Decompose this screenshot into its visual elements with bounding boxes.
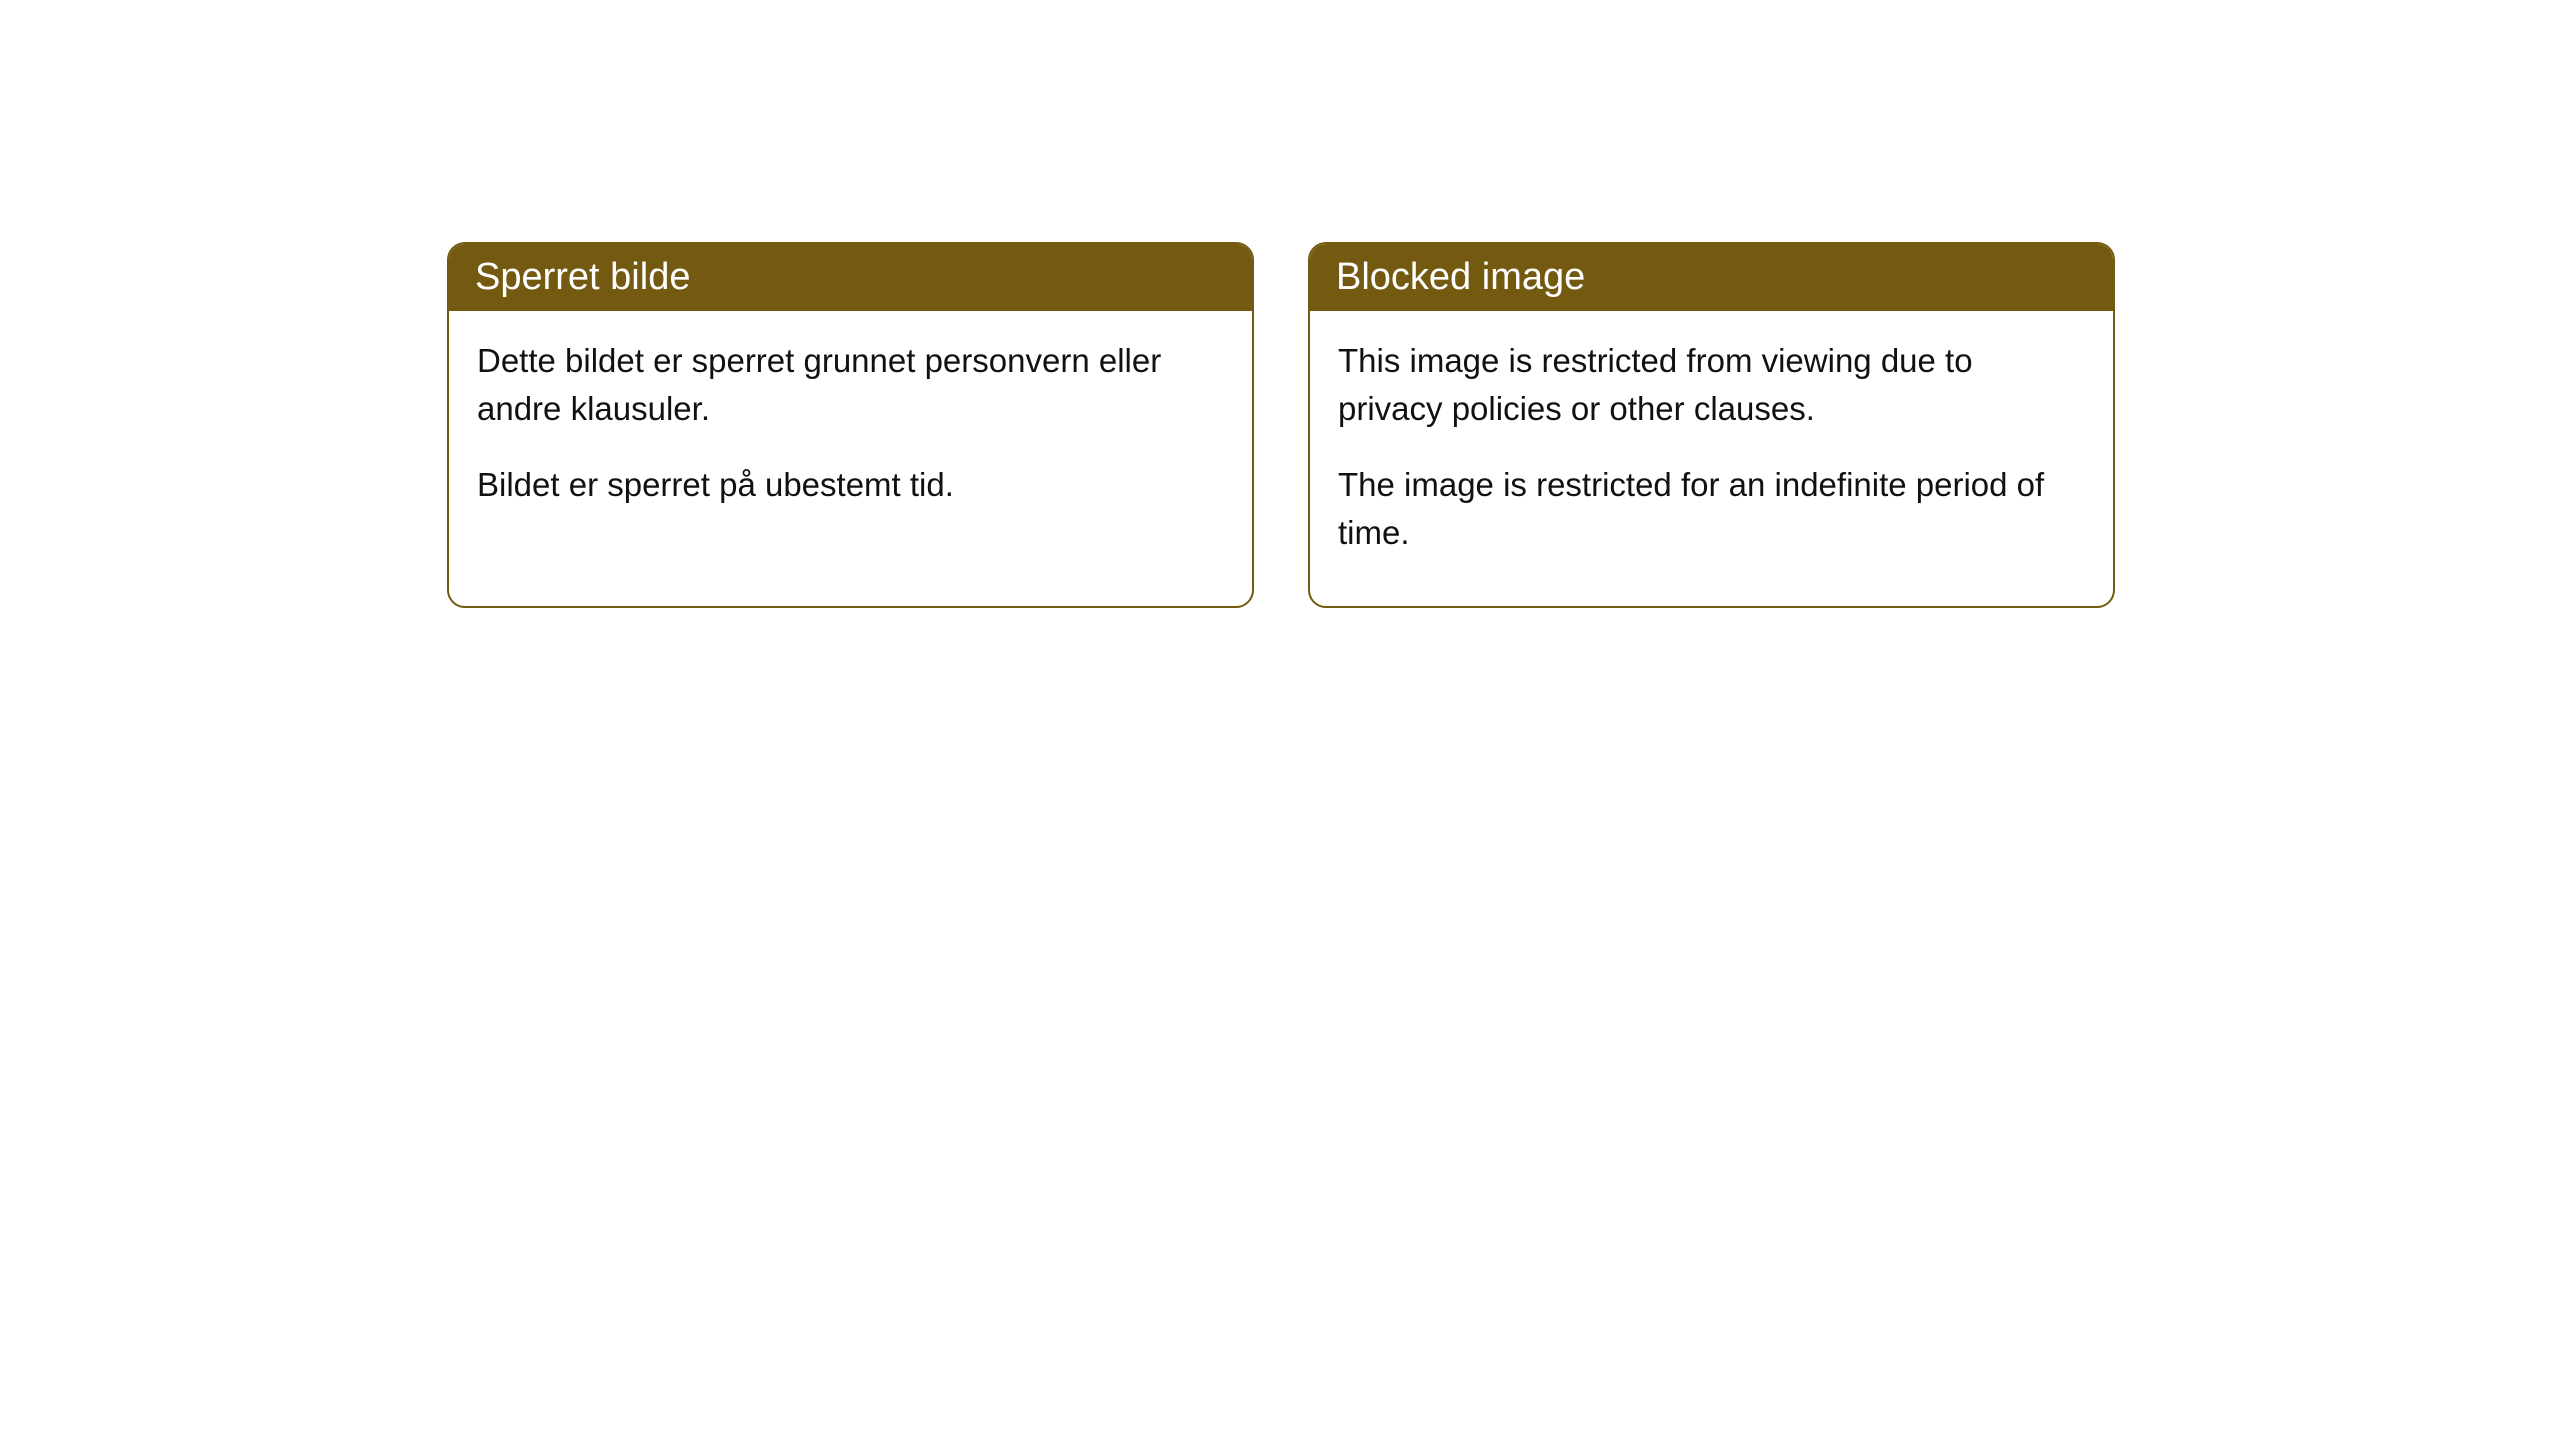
- card-title: Blocked image: [1336, 256, 1585, 298]
- card-header: Blocked image: [1310, 244, 2113, 311]
- card-body: Dette bildet er sperret grunnet personve…: [449, 311, 1252, 559]
- card-paragraph: The image is restricted for an indefinit…: [1338, 461, 2085, 557]
- card-title: Sperret bilde: [475, 256, 690, 298]
- card-paragraph: Bildet er sperret på ubestemt tid.: [477, 461, 1224, 509]
- cards-container: Sperret bilde Dette bildet er sperret gr…: [0, 0, 2560, 608]
- card-body: This image is restricted from viewing du…: [1310, 311, 2113, 606]
- blocked-image-card-no: Sperret bilde Dette bildet er sperret gr…: [447, 242, 1254, 608]
- card-header: Sperret bilde: [449, 244, 1252, 311]
- card-paragraph: Dette bildet er sperret grunnet personve…: [477, 337, 1224, 433]
- blocked-image-card-en: Blocked image This image is restricted f…: [1308, 242, 2115, 608]
- card-paragraph: This image is restricted from viewing du…: [1338, 337, 2085, 433]
